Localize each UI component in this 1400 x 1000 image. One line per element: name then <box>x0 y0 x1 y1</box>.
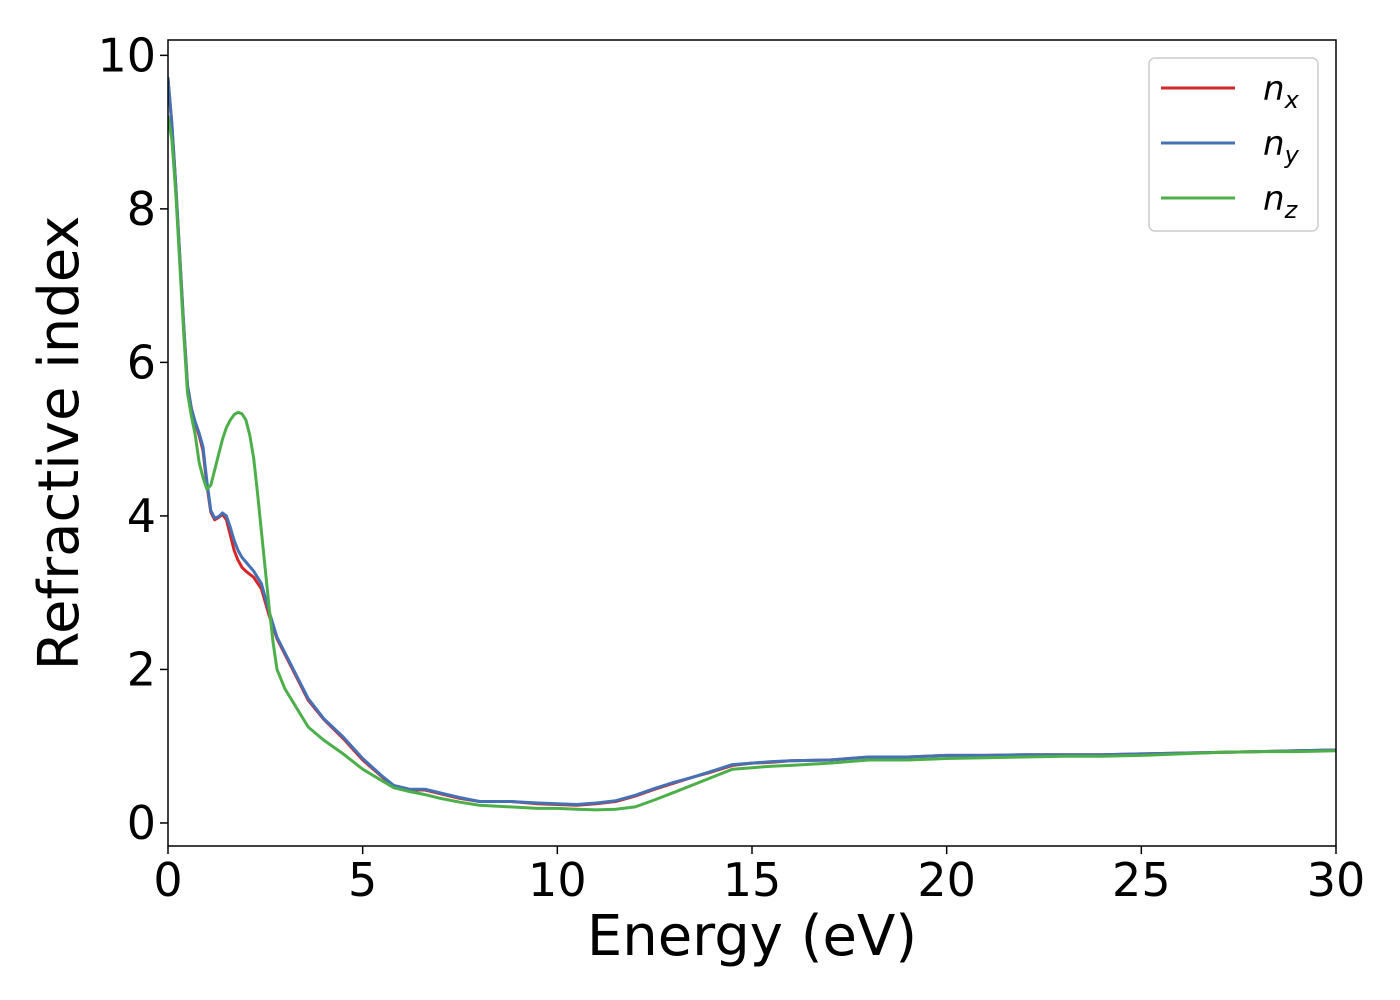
legend-subscript: z <box>1284 196 1299 224</box>
series-line-nz <box>168 115 1336 812</box>
y-axis-title: Refractive index <box>27 216 92 671</box>
x-tick-label: 15 <box>723 853 782 907</box>
x-tick-label: 25 <box>1112 853 1171 907</box>
y-tick-label: 10 <box>97 28 156 82</box>
y-tick-label: 6 <box>127 335 156 389</box>
x-tick-label: 10 <box>528 853 587 907</box>
x-tick-label: 5 <box>348 853 377 907</box>
x-axis-title: Energy (eV) <box>587 904 917 969</box>
x-tick-label: 30 <box>1307 853 1366 907</box>
y-axis-ticks: 0 2 4 6 8 10 <box>97 28 168 850</box>
y-tick-label: 0 <box>127 796 156 850</box>
x-axis-ticks: 0 5 10 15 20 25 30 <box>153 846 1365 907</box>
x-tick-label: 20 <box>917 853 976 907</box>
x-tick-label: 0 <box>153 853 182 907</box>
y-tick-label: 2 <box>127 642 156 696</box>
legend-subscript: x <box>1284 86 1300 114</box>
legend-subscript: y <box>1284 141 1300 169</box>
plot-lines <box>168 76 1336 812</box>
y-tick-label: 4 <box>127 489 156 543</box>
y-tick-label: 8 <box>127 182 156 236</box>
series-line-ny <box>168 76 1336 806</box>
